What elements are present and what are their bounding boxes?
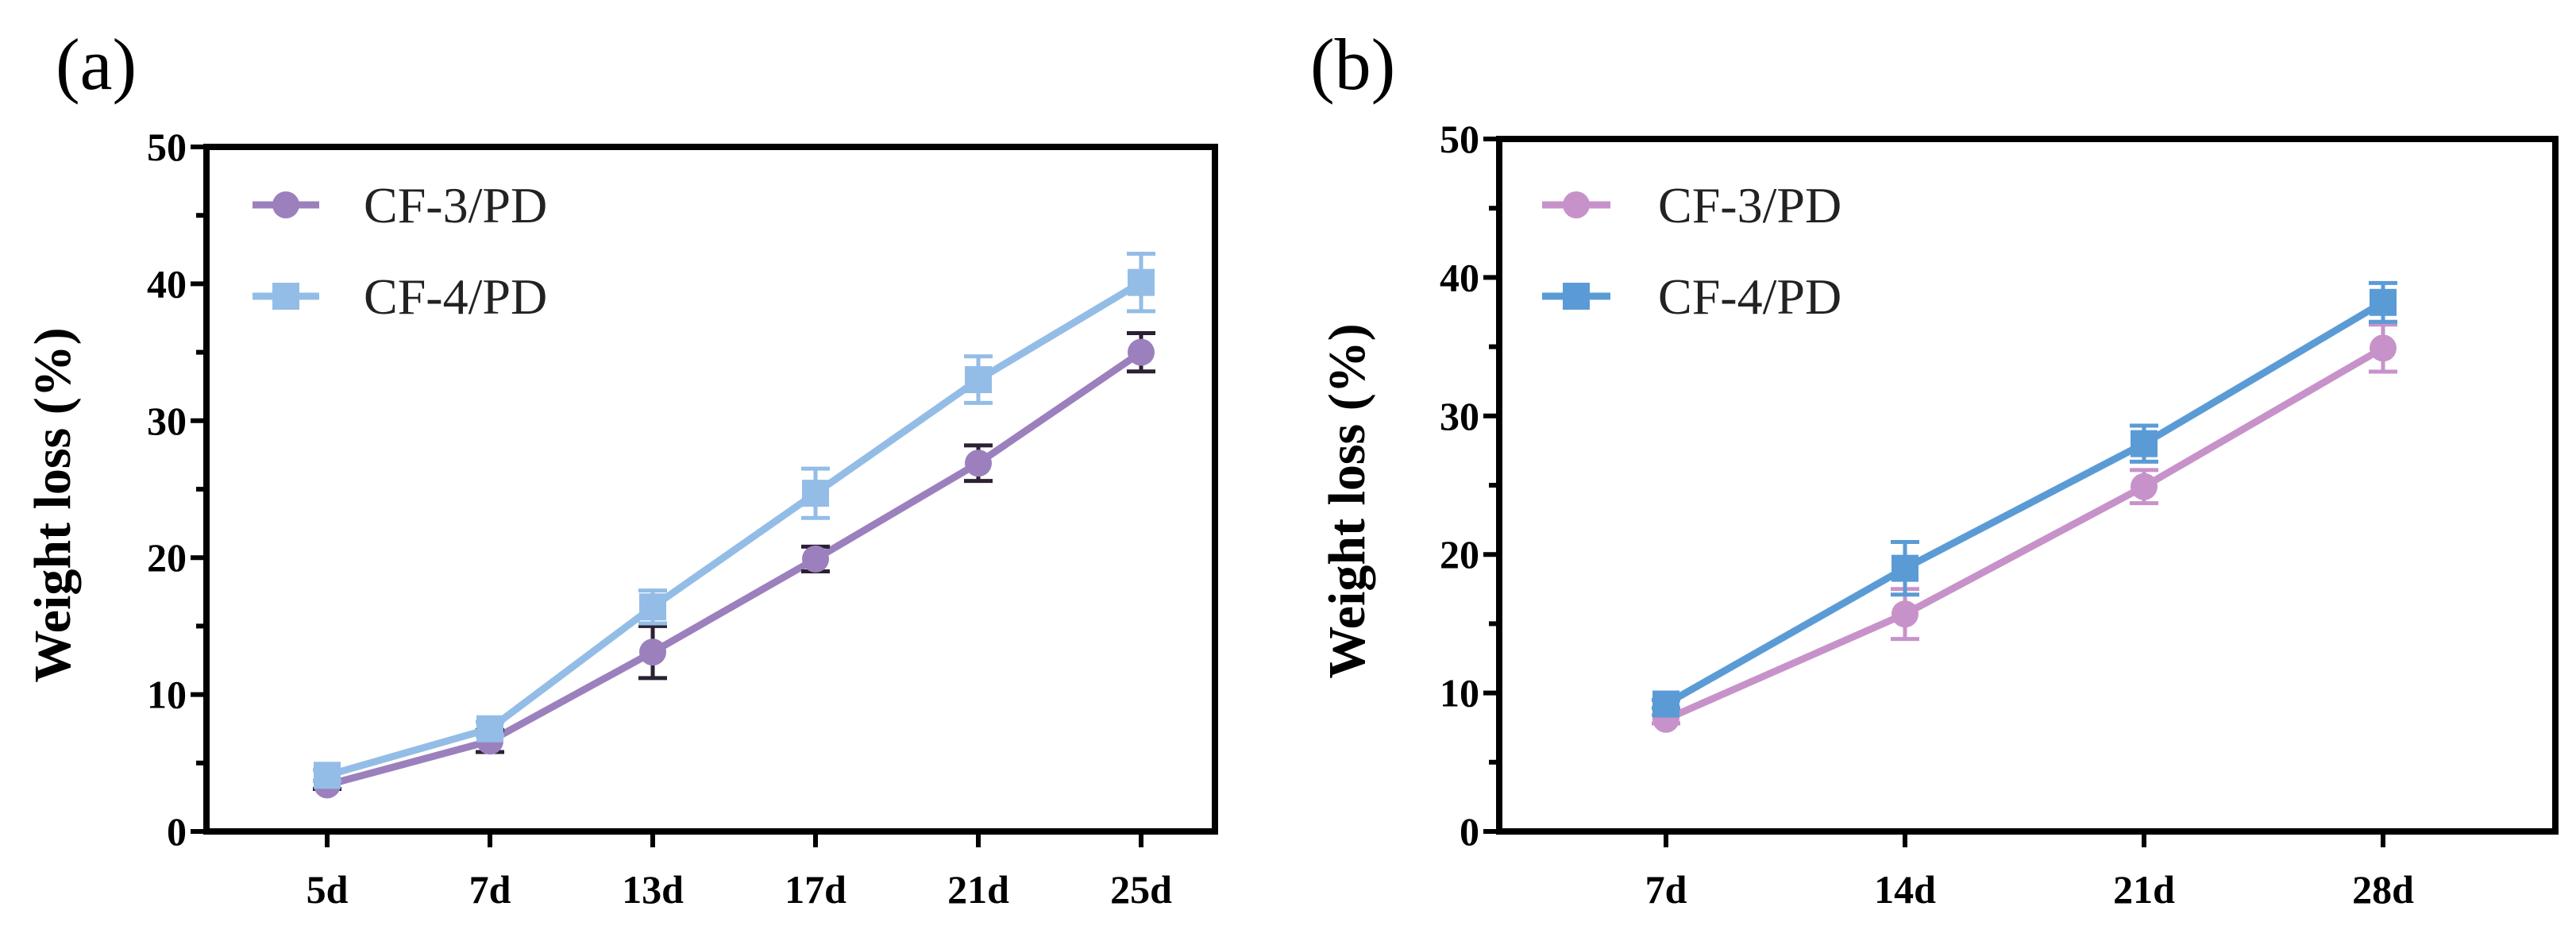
legend-entry: CF-3/PD [1542, 177, 1841, 233]
panel-label: (a) [56, 24, 137, 105]
chart-panel-a: (a) 0 10 20 30 40 50 Weight loss (%) 5d 7d 13d 17d 2… [24, 24, 1218, 912]
y-tick-label: 10 [147, 673, 187, 717]
data-point [965, 449, 992, 477]
series-line [1664, 299, 2385, 708]
y-axis: 0 10 20 30 40 50 [1440, 117, 1499, 854]
y-tick-label: 20 [1440, 532, 1479, 577]
data-point [639, 638, 666, 666]
x-tick-label: 13d [622, 867, 684, 912]
x-tick-label: 14d [1874, 867, 1936, 912]
x-tick-label: 7d [469, 867, 511, 912]
data-point [2370, 334, 2397, 362]
data-point [802, 545, 829, 573]
legend-marker [272, 283, 299, 310]
legend-label: CF-3/PD [1658, 177, 1841, 233]
x-tick-label: 21d [947, 867, 1009, 912]
y-tick-label: 50 [1440, 117, 1479, 161]
data-point [476, 715, 503, 742]
series-0 [1652, 322, 2397, 733]
data-point [1892, 554, 1919, 582]
series-1 [1652, 280, 2397, 718]
data-point [2370, 288, 2397, 316]
x-axis: 5d 7d 13d 17d 21d 25d [307, 831, 1172, 912]
y-axis-title: Weight loss (%) [1318, 323, 1376, 678]
data-point [2131, 472, 2158, 500]
data-point [1128, 268, 1155, 296]
x-tick-label: 7d [1645, 867, 1687, 912]
y-tick-label: 20 [147, 535, 187, 580]
legend-marker [1563, 191, 1590, 218]
y-tick-label: 0 [167, 809, 187, 854]
series-line [326, 349, 1143, 789]
legend-label: CF-4/PD [364, 268, 547, 325]
series-0 [313, 330, 1155, 799]
x-tick-label: 5d [307, 867, 349, 912]
y-tick-label: 30 [1440, 394, 1479, 438]
legend-entry: CF-4/PD [253, 268, 547, 325]
series-line [326, 279, 1143, 779]
legend-entry: CF-3/PD [253, 177, 547, 233]
y-axis: 0 10 20 30 40 50 [147, 125, 206, 854]
data-point [2131, 430, 2158, 457]
y-tick-label: 30 [147, 399, 187, 443]
panel-label: (b) [1310, 24, 1395, 105]
x-tick-label: 25d [1110, 867, 1172, 912]
data-point [314, 762, 341, 789]
plot-frame [203, 144, 1218, 835]
x-axis: 7d 14d 21d 28d [1645, 831, 2414, 912]
legend-marker [272, 191, 299, 218]
x-tick-label: 21d [2113, 867, 2175, 912]
legend-marker [1563, 283, 1590, 310]
series-line [1664, 345, 2385, 723]
x-tick-label: 17d [785, 867, 846, 912]
y-tick-label: 0 [1460, 809, 1479, 854]
y-tick-label: 40 [147, 261, 187, 306]
y-tick-label: 40 [1440, 255, 1479, 299]
data-point [802, 480, 829, 507]
chart-panel-b: (b) 0 10 20 30 40 50 Weight loss (%) 7d 14d 21d 28d… [1310, 24, 2559, 912]
data-point [965, 366, 992, 394]
data-point [1128, 338, 1155, 366]
y-tick-label: 50 [147, 125, 187, 169]
y-tick-label: 10 [1440, 671, 1479, 716]
y-axis-title: Weight loss (%) [24, 327, 82, 682]
series-1 [313, 251, 1155, 789]
legend-label: CF-3/PD [364, 177, 547, 233]
data-point [639, 593, 666, 621]
legend-entry: CF-4/PD [1542, 268, 1841, 325]
data-point [1652, 690, 1679, 718]
legend-label: CF-4/PD [1658, 268, 1841, 325]
data-point [1892, 600, 1919, 628]
x-tick-label: 28d [2352, 867, 2414, 912]
